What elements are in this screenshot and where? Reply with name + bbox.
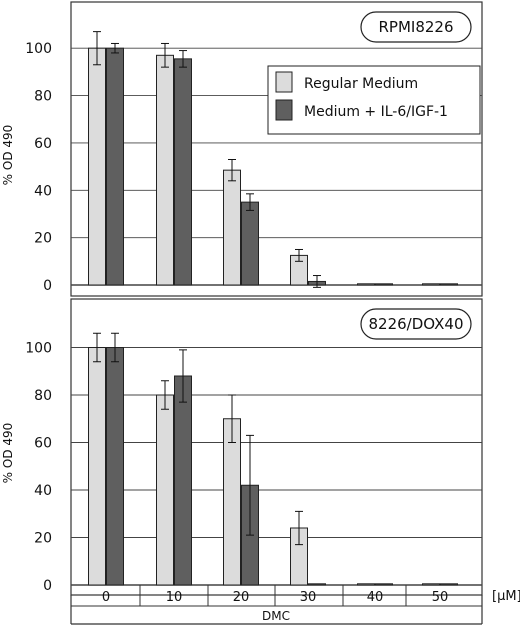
legend-swatch-0 xyxy=(275,71,293,93)
bar-regular-0 xyxy=(88,347,106,586)
bar-regular-20 xyxy=(223,418,241,586)
bar-il6-20 xyxy=(241,201,259,286)
error-bar xyxy=(93,31,101,66)
bar-il6-50 xyxy=(440,583,458,586)
y-tick-label: 0 xyxy=(43,578,52,594)
x-tick-label: 20 xyxy=(233,590,250,605)
bar-il6-0 xyxy=(106,47,124,286)
x-tick-label: 10 xyxy=(166,590,183,605)
y-tick-label: 40 xyxy=(34,483,52,499)
error-bar xyxy=(313,275,321,288)
error-bar xyxy=(111,42,119,54)
x-axis-table: 0 10 20 30 40 50 [μM] DMC xyxy=(70,585,520,625)
bar-regular-10 xyxy=(156,394,174,586)
error-bar xyxy=(161,380,169,410)
error-bar xyxy=(179,349,187,403)
y-tick-label: 100 xyxy=(25,41,52,57)
error-bar xyxy=(161,42,169,68)
bar-il6-0 xyxy=(106,347,124,586)
panel-rpmi8226: 0 20 40 60 80 100 % OD 490 RPMI8226 Regular Medi… xyxy=(1,1,483,297)
error-bar xyxy=(93,332,101,363)
y-tick-label: 60 xyxy=(34,136,52,152)
panel-tag-label: RPMI8226 xyxy=(378,18,453,36)
legend-swatch-1 xyxy=(275,99,293,121)
y-tick-label: 20 xyxy=(34,531,52,547)
bar-il6-30 xyxy=(308,583,326,586)
error-bar xyxy=(228,158,236,182)
panel-tag-box xyxy=(360,308,472,340)
bar-regular-20 xyxy=(223,169,241,286)
error-bar xyxy=(228,394,236,443)
error-bar xyxy=(246,434,254,536)
error-bar xyxy=(111,332,119,363)
bar-regular-50 xyxy=(422,583,440,586)
error-bar xyxy=(246,193,254,211)
legend-label-1: Medium + IL-6/IGF-1 xyxy=(304,104,448,120)
x-axis-title: DMC xyxy=(262,609,290,623)
panel-8226-dox40: 0 20 40 60 80 100 % OD 490 8226/DOX40 xyxy=(1,298,483,596)
error-bar xyxy=(295,510,303,546)
y-tick-label: 80 xyxy=(34,89,52,105)
legend-label-0: Regular Medium xyxy=(304,76,418,92)
bar-regular-40 xyxy=(357,583,375,586)
y-axis-title: % OD 490 xyxy=(1,125,15,186)
legend-box xyxy=(267,65,481,135)
error-bar xyxy=(295,248,303,262)
error-bar xyxy=(179,50,187,68)
bar-il6-10 xyxy=(174,58,192,286)
y-tick-label: 0 xyxy=(43,278,52,294)
y-axis-title: % OD 490 xyxy=(1,423,15,484)
y-tick-label: 40 xyxy=(34,183,52,199)
legend: Regular Medium Medium + IL-6/IGF-1 xyxy=(267,65,481,135)
bar-regular-10 xyxy=(156,54,174,286)
bar-il6-10 xyxy=(174,375,192,586)
x-tick-label: 50 xyxy=(432,590,449,605)
x-tick-label: 40 xyxy=(367,590,384,605)
y-tick-label: 20 xyxy=(34,231,52,247)
y-tick-label: 60 xyxy=(34,436,52,452)
bar-regular-0 xyxy=(88,47,106,286)
panel-tag-label: 8226/DOX40 xyxy=(369,315,464,333)
y-tick-label: 100 xyxy=(25,341,52,357)
bar-il6-40 xyxy=(375,583,393,586)
plot-frame xyxy=(70,1,483,297)
bar-regular-50 xyxy=(422,283,440,286)
plot-frame xyxy=(70,298,483,596)
x-tick-label: 30 xyxy=(300,590,317,605)
y-tick-label: 80 xyxy=(34,388,52,404)
bar-regular-40 xyxy=(357,283,375,286)
x-unit-label: [μM] xyxy=(492,589,520,604)
bar-il6-40 xyxy=(375,283,393,286)
bar-il6-50 xyxy=(440,283,458,286)
x-tick-label: 0 xyxy=(102,590,110,605)
panel-tag-box xyxy=(360,11,472,43)
